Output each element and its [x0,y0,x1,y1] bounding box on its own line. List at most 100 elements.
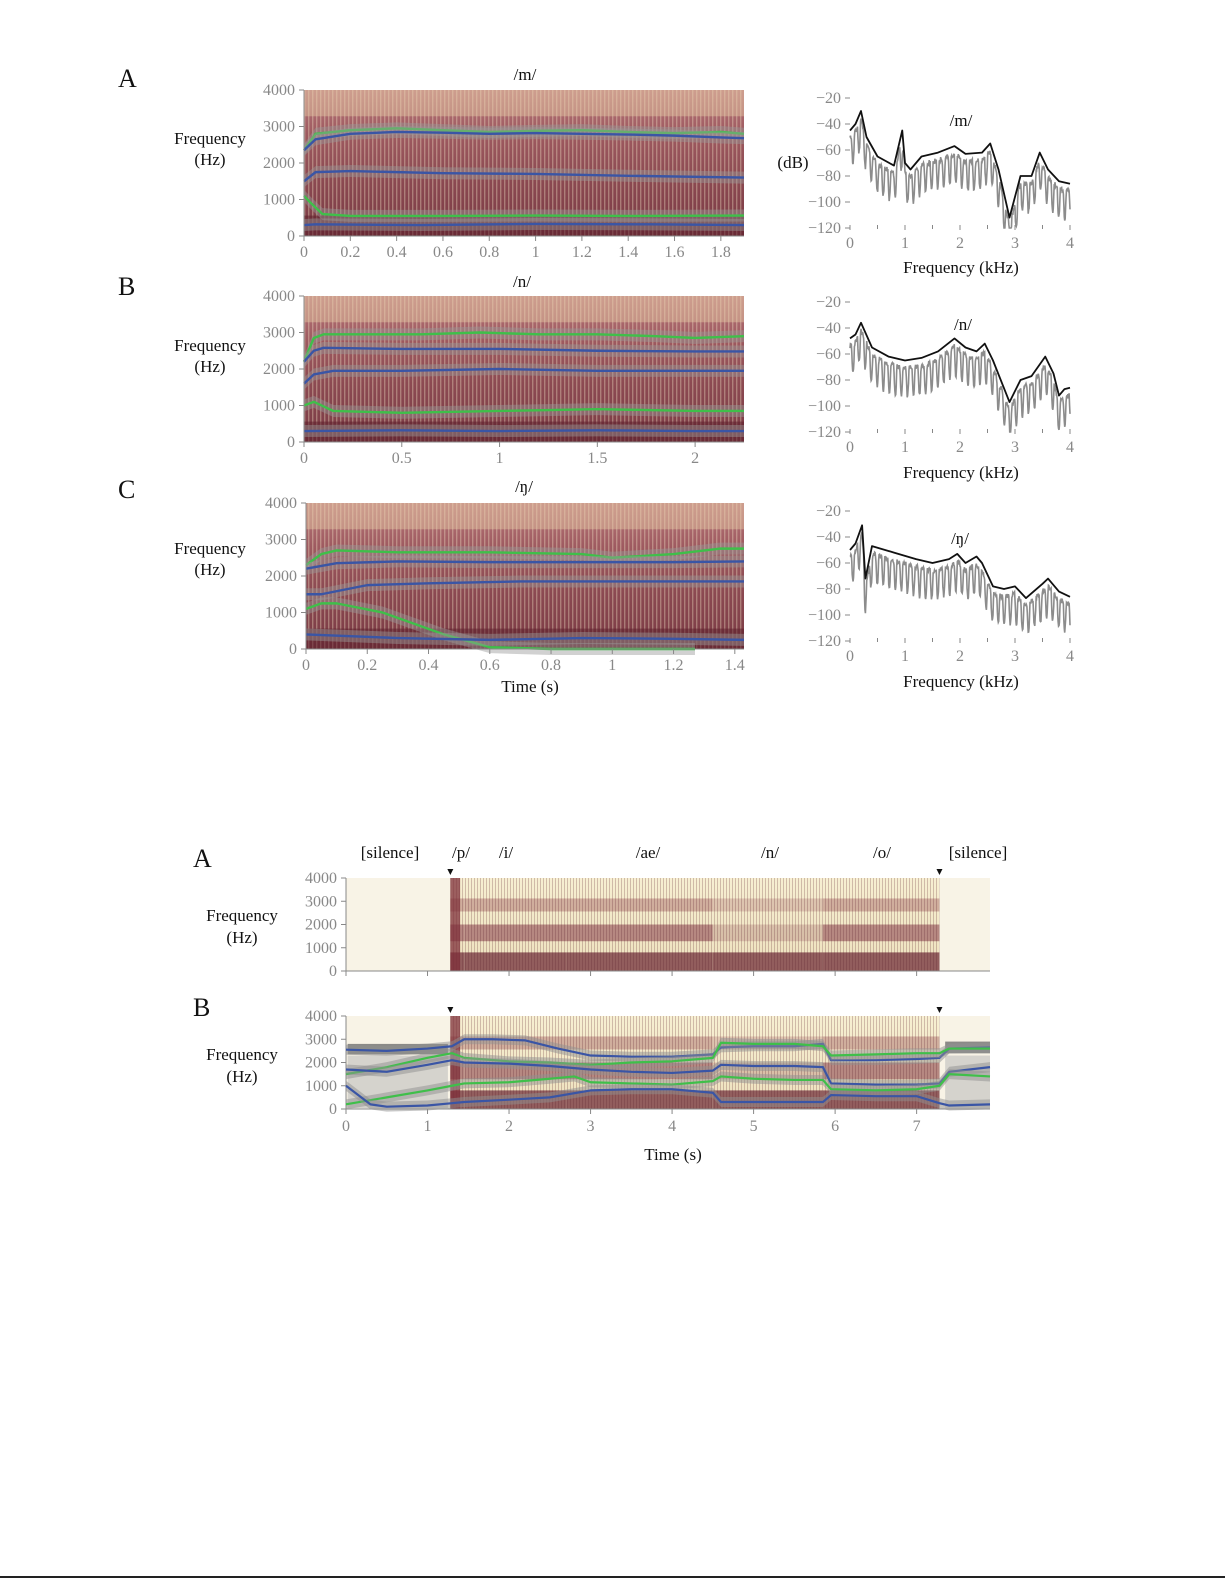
x-tick-label: 0 [300,244,308,261]
khz-tick-label: 1 [901,648,909,665]
segment-label-silence-2: [silence] [949,843,1008,862]
x-tick-label: 2 [505,1118,513,1135]
db-tick-label: −20 [816,294,841,311]
ylabel-hz-b: (Hz) [194,357,225,376]
formant-track-4 [303,222,745,227]
y-tick-label: 1000 [305,1078,337,1095]
khz-tick-label: 3 [1011,439,1019,456]
khz-tick-label: 1 [901,235,909,252]
y-tick-label: 1000 [263,398,295,415]
spectrogram-eng: 0 1000 2000 3000 4000 0 0.2 0.4 0.6 0.8 1 1.2 1.4 [265,495,745,674]
x-tick-label: 0.2 [340,244,360,261]
formant-band-2 [304,165,744,188]
y-tick-label: 4000 [263,82,295,99]
formant-track-2 [303,367,744,385]
db-label: (dB) [777,153,808,172]
y-tick-label: 3000 [305,893,337,910]
x-tick-label: 0.2 [357,657,377,674]
formant-band-0 [306,542,744,572]
x-tick-label: 0.6 [480,657,500,674]
ylabel2-hz-a: (Hz) [226,928,257,947]
khz-tick-label: 2 [956,648,964,665]
x-tick-label: 0.8 [541,657,561,674]
spectrum-plot-n: −20 −40 −60 −80 −100 −120 0 1 2 3 4 [808,294,1074,456]
ylabel-frequency-a: Frequency [174,129,246,148]
y-tick-label: 2000 [305,917,337,934]
khz-tick-label: 3 [1011,235,1019,252]
db-tick-label: −100 [808,194,841,211]
spectrum-xlabel-b: Frequency (kHz) [903,463,1019,482]
y-tick-label: 0 [287,434,295,451]
y-tick-label: 3000 [263,325,295,342]
x-tick-label: 0.5 [392,450,412,467]
y-tick-label: 4000 [305,1008,337,1025]
figure2: A B Frequency (Hz) Frequency (Hz) [silen… [193,843,1007,1164]
x-tick-label: 1.4 [725,657,745,674]
db-tick-label: −100 [808,398,841,415]
voicing-striations [464,878,567,971]
boundary-marker [936,869,943,875]
x-tick-label: 1.2 [572,244,592,261]
y-tick-label: 4000 [263,288,295,305]
spectrum-xlabel-a: Frequency (kHz) [903,258,1019,277]
x-tick-label: 0 [300,450,308,467]
spectrogram-highband [304,296,744,323]
y-tick-label: 0 [289,641,297,658]
db-tick-label: −40 [816,320,841,337]
formant-track-3 [303,195,745,218]
spectrum-xlabel-c: Frequency (kHz) [903,672,1019,691]
boundary-marker [447,1007,454,1013]
db-tick-label: −60 [816,346,841,363]
spectrogram-utterance-formants: 0 1000 2000 3000 4000 0 1 2 3 4 5 6 7 [305,1007,991,1135]
x-tick-label: 1.8 [711,244,731,261]
ylabel-hz-c: (Hz) [194,560,225,579]
formant-track-2 [345,1059,991,1086]
y-tick-label: 3000 [265,532,297,549]
db-tick-label: −120 [808,424,841,441]
db-tick-label: −120 [808,220,841,237]
segment-label-o: /o/ [873,843,891,862]
x-tick-label: 1 [496,450,504,467]
spectrum-title-n: /n/ [954,315,972,334]
formant-band-3 [304,189,744,222]
db-tick-label: −80 [816,372,841,389]
x-tick-label: 4 [668,1118,676,1135]
db-tick-label: −80 [816,581,841,598]
formant-track-1 [303,346,744,363]
khz-tick-label: 3 [1011,648,1019,665]
spectrogram-utterance: 0 1000 2000 3000 4000 [305,869,990,980]
formant-track-3 [303,400,744,414]
db-tick-label: −60 [816,142,841,159]
db-tick-label: −20 [816,503,841,520]
y-tick-label: 2000 [263,361,295,378]
lpc-envelope-line [849,524,1071,599]
y-tick-label: 0 [329,1101,337,1118]
formant-band-0 [304,122,744,157]
khz-tick-label: 4 [1066,648,1074,665]
segment-label-i: /i/ [499,843,513,862]
fft-spectrum-line [849,530,1071,634]
panel-label-b: B [118,272,135,301]
y-tick-label: 1000 [265,605,297,622]
formant-band-4 [346,1080,990,1112]
y-tick-label: 2000 [305,1055,337,1072]
khz-tick-label: 0 [846,648,854,665]
spectrum-title-m: /m/ [950,111,973,130]
x-tick-label: 1 [532,244,540,261]
segment-label-n: /n/ [761,843,779,862]
khz-tick-label: 1 [901,439,909,456]
panel-label-c: C [118,475,135,504]
time-xlabel-2: Time (s) [644,1145,701,1164]
x-tick-label: 2 [691,450,699,467]
db-tick-label: −80 [816,168,841,185]
boundary-marker [447,869,454,875]
spectrogram-lowband [304,215,744,236]
formant-track-0 [302,331,745,363]
panel-label-a: A [118,64,137,93]
page-bottom-rule [0,1576,1225,1578]
spectrum-title-eng: /ŋ/ [951,529,969,548]
khz-tick-label: 0 [846,439,854,456]
spectrogram-texture [306,503,744,649]
formant-track-1 [303,130,745,152]
